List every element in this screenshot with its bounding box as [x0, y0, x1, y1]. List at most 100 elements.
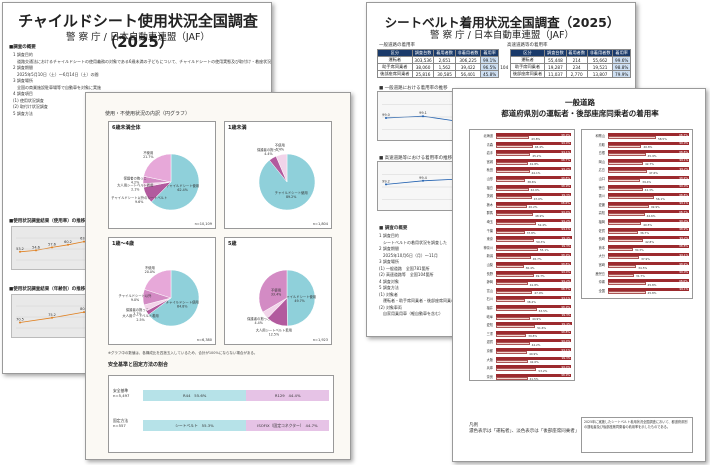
rear-passenger-rate-bar: 44.2%: [496, 342, 540, 347]
driver-rate-value: 99.0%: [679, 141, 689, 146]
prefecture-row: 福岡 99.0% 40.5%: [582, 218, 692, 227]
pie-slice: [150, 153, 200, 211]
rear-passenger-rate-bar: 45.2%: [496, 153, 541, 158]
driver-rate-bar: 99.1%: [608, 158, 690, 163]
rear-passenger-rate-value: 34.5%: [638, 265, 648, 270]
table-cell: 助手席同乗者: [509, 63, 546, 71]
driver-rate-bar: 99.1%: [608, 201, 690, 205]
driver-rate-value: 98.7%: [679, 132, 688, 137]
rear-passenger-rate-value: 49.7%: [535, 274, 545, 279]
driver-rate-value: 99.0%: [679, 184, 689, 189]
driver-rate-value: 98.6%: [561, 201, 570, 206]
rear-passenger-rate-value: 47.6%: [649, 170, 658, 175]
trend-point: [83, 311, 85, 314]
driver-rate-value: 99.4%: [561, 235, 571, 240]
pie-svg-age5: チャイルドシート使用 49.7% 大人用シートベルト着用 12.5% 保護者の抱っこ 4.…: [247, 269, 316, 337]
prefecture-row: 広島 99.2% 47.6%: [582, 166, 692, 175]
prefecture-row: 岩手 99.1% 45.2%: [470, 149, 574, 158]
prefecture-name: 三重: [486, 331, 493, 336]
driver-rate-bar: 99.1%: [608, 287, 690, 292]
table-cell: 234: [565, 63, 588, 71]
table-cell: 99.1%: [480, 56, 499, 64]
prefecture-name: 山梨: [486, 263, 493, 267]
seatbelt-overview-line: (1) 一般道路 全国781箇所: [379, 265, 430, 271]
prefecture-row: 青森 99.0% 48.4%: [470, 141, 574, 149]
table-header-cell: 調査台数: [544, 49, 567, 57]
rear-passenger-rate-bar: 38.6%: [496, 179, 536, 184]
driver-rate-bar: 99.1%: [608, 253, 690, 257]
table-cell: 2,651: [433, 56, 456, 64]
rear-passenger-rate-value: 47.0%: [533, 196, 543, 201]
driver-rate-bar: 99.0%: [496, 365, 572, 369]
rear-passenger-rate-bar: 37.8%: [496, 230, 536, 235]
rear-passenger-rate-bar: 45.9%: [608, 153, 657, 158]
seatbelt-overview-title: ■ 調査の概要: [379, 226, 408, 231]
table-row: 運転者 303,536 2,651 306,225 99.1% 運転者 55,448 214 5…: [377, 56, 631, 64]
rear-passenger-rate-value: 52.4%: [537, 222, 547, 227]
rear-passenger-rate-bar: 47.0%: [496, 196, 543, 201]
prefecture-name: 大分: [598, 254, 605, 259]
seatbelt-page-title: シートベルト着用状況全国調査（2025）: [384, 15, 620, 30]
rear-passenger-rate-bar: 55.1%: [496, 247, 549, 252]
driver-rate-value: 98.7%: [561, 158, 570, 163]
prefecture-title-line1: 一般道路: [565, 98, 595, 107]
driver-rate-value: 99.0%: [679, 218, 689, 223]
driver-rate-value: 98.8%: [679, 192, 689, 197]
prefecture-name: 和歌山: [595, 134, 605, 138]
driver-rate-bar: 99.1%: [496, 150, 572, 154]
prefecture-row: 島根 98.8% 45.9%: [582, 149, 692, 158]
driver-rate-value: 98.9%: [561, 304, 571, 309]
trend-label: 70.5: [16, 318, 24, 322]
prefecture-name: 愛媛: [598, 202, 605, 207]
driver-rate-bar: 98.9%: [496, 184, 572, 188]
rear-passenger-rate-bar: 44.9%: [496, 316, 541, 321]
prefecture-row: 沖縄 98.6% 45.8%: [582, 278, 692, 287]
rear-passenger-rate-value: 36.4%: [525, 265, 535, 270]
driver-rate-value: 99.0%: [561, 338, 571, 343]
rear-passenger-rate-value: 53.5%: [538, 308, 548, 313]
rear-passenger-rate-value: 45.8%: [647, 282, 657, 287]
rear-passenger-rate-bar: 47.9%: [496, 290, 543, 295]
prefecture-row: 石川 99.1% 38.2%: [470, 295, 574, 304]
safety-row-1-n: n=557: [113, 423, 126, 428]
rear-passenger-rate-bar: 44.6%: [608, 213, 655, 218]
driver-rate-bar: 98.8%: [608, 150, 690, 154]
highway-trend-title: ■ 高速道路等における着用率の推移: [379, 156, 453, 161]
prefecture-name: 東京: [486, 237, 493, 242]
driver-rate-value: 99.0%: [561, 141, 571, 146]
general-road-section: 一般道路の着用率: [379, 43, 415, 48]
driver-rate-bar: 99.4%: [496, 235, 572, 240]
safety-row-0-seg-r129: R129 44.4%: [246, 390, 329, 401]
overview-line: 道路交通法におけるチャイルドシートの使用義務の対象である6歳未満の子どもについて…: [13, 58, 272, 64]
table-cell: 運転者: [377, 56, 413, 64]
pie-section-heading: 使用・不使用状況の内訳（円グラフ）: [105, 111, 191, 117]
prefecture-name: 愛知: [486, 323, 493, 328]
rear-passenger-rate-bar: 44.1%: [496, 170, 540, 175]
driver-rate-bar: 99.4%: [496, 322, 572, 326]
rear-passenger-rate-value: 41.5%: [529, 377, 539, 382]
rear-passenger-rate-value: 36.7%: [640, 231, 649, 236]
prefecture-name: 兵庫: [486, 366, 493, 371]
prefecture-name: 岡山: [598, 159, 605, 164]
driver-rate-bar: 99.2%: [496, 279, 572, 283]
prefecture-name: 千葉: [486, 228, 493, 233]
table-cell: 55,662: [586, 56, 614, 64]
usage-rate-trend-svg: 53.2 54.6 57.6 60.2 63.4: [16, 237, 89, 261]
driver-rate-value: 99.1%: [679, 158, 689, 163]
prefecture-name: 青森: [486, 142, 493, 147]
driver-rate-bar: 98.8%: [496, 176, 572, 180]
rear-passenger-rate-value: 38.2%: [527, 299, 536, 304]
prefecture-name: 島根: [598, 151, 605, 156]
pie-slice-label: 不使用 6.4%: [275, 143, 285, 152]
rear-passenger-rate-value: 42.3%: [644, 188, 654, 193]
pie-slice-label: 不使用 21.7%: [143, 150, 153, 159]
rear-passenger-rate-value: 30.3%: [634, 248, 644, 253]
prefecture-row: 三重 98.8% 39.8%: [470, 330, 574, 338]
pie-slice: [286, 269, 316, 327]
pie-svg-under1: チャイルドシート使用 89.2% 保護者の抱っこ 4.4%不使用 6.4%: [257, 143, 316, 211]
prefecture-name: 佐賀: [598, 228, 605, 233]
prefecture-name: 京都: [486, 349, 493, 353]
driver-rate-value: 99.1%: [679, 287, 689, 292]
seatbelt-overview-line: (1) 対象者: [379, 291, 398, 297]
driver-rate-bar: 99.0%: [608, 218, 690, 223]
